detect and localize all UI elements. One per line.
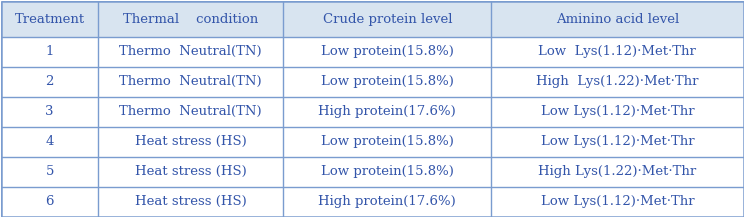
Text: Low protein(15.8%): Low protein(15.8%): [321, 165, 454, 178]
Bar: [98, 1, 283, 37]
Bar: [283, 187, 491, 217]
Bar: [98, 37, 283, 67]
Bar: [1, 67, 98, 97]
Bar: [283, 37, 491, 67]
Text: Heat stress (HS): Heat stress (HS): [135, 165, 247, 178]
Text: Low Lys(1.12)·Met·Thr: Low Lys(1.12)·Met·Thr: [541, 105, 694, 118]
Bar: [1, 97, 98, 127]
Text: Thermo  Neutral(TN): Thermo Neutral(TN): [119, 45, 262, 58]
Text: 6: 6: [45, 195, 54, 208]
Text: 1: 1: [45, 45, 54, 58]
Text: Heat stress (HS): Heat stress (HS): [135, 195, 247, 208]
Text: High Lys(1.22)·Met·Thr: High Lys(1.22)·Met·Thr: [539, 165, 697, 178]
Bar: [98, 127, 283, 157]
Text: Low protein(15.8%): Low protein(15.8%): [321, 45, 454, 58]
Bar: [491, 127, 744, 157]
Text: Thermo  Neutral(TN): Thermo Neutral(TN): [119, 105, 262, 118]
Bar: [98, 67, 283, 97]
Bar: [283, 157, 491, 187]
Bar: [491, 97, 744, 127]
Text: Low protein(15.8%): Low protein(15.8%): [321, 135, 454, 148]
Text: Low Lys(1.12)·Met·Thr: Low Lys(1.12)·Met·Thr: [541, 195, 694, 208]
Bar: [1, 37, 98, 67]
Text: High protein(17.6%): High protein(17.6%): [318, 195, 456, 208]
Bar: [1, 157, 98, 187]
Bar: [491, 37, 744, 67]
Bar: [1, 127, 98, 157]
Bar: [491, 157, 744, 187]
Bar: [283, 127, 491, 157]
Text: Low protein(15.8%): Low protein(15.8%): [321, 75, 454, 88]
Bar: [98, 187, 283, 217]
Text: Heat stress (HS): Heat stress (HS): [135, 135, 247, 148]
Text: 2: 2: [45, 75, 54, 88]
Text: High  Lys(1.22)·Met·Thr: High Lys(1.22)·Met·Thr: [536, 75, 699, 88]
Bar: [491, 1, 744, 37]
Text: Aminino acid level: Aminino acid level: [556, 13, 679, 26]
Bar: [491, 67, 744, 97]
Bar: [1, 1, 98, 37]
Bar: [491, 187, 744, 217]
Text: Thermal    condition: Thermal condition: [123, 13, 259, 26]
Text: Thermo  Neutral(TN): Thermo Neutral(TN): [119, 75, 262, 88]
Bar: [98, 97, 283, 127]
Text: Low  Lys(1.12)·Met·Thr: Low Lys(1.12)·Met·Thr: [539, 45, 697, 58]
Text: Crude protein level: Crude protein level: [323, 13, 452, 26]
Bar: [283, 67, 491, 97]
Text: 4: 4: [45, 135, 54, 148]
Text: High protein(17.6%): High protein(17.6%): [318, 105, 456, 118]
Bar: [1, 187, 98, 217]
Bar: [98, 157, 283, 187]
Text: Low Lys(1.12)·Met·Thr: Low Lys(1.12)·Met·Thr: [541, 135, 694, 148]
Text: Treatment: Treatment: [15, 13, 85, 26]
Text: 3: 3: [45, 105, 54, 118]
Text: 5: 5: [45, 165, 54, 178]
Bar: [283, 97, 491, 127]
Bar: [283, 1, 491, 37]
